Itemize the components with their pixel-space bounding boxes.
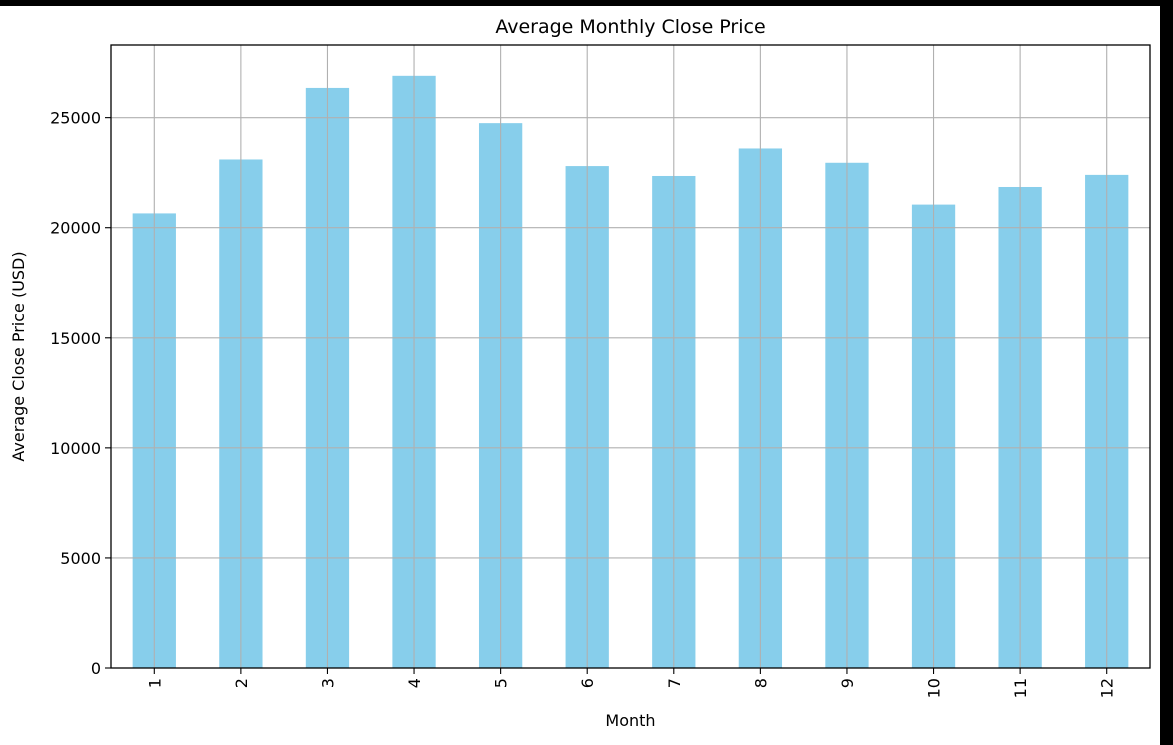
- x-tick-label: 5: [492, 678, 511, 688]
- y-tick-label: 5000: [60, 549, 101, 568]
- plot-area-frame: [110, 44, 1151, 669]
- y-tick-label: 0: [91, 659, 101, 678]
- y-axis-ticks: 0 5000 10000 15000 20000 25000: [50, 109, 111, 678]
- x-tick-label: 12: [1098, 678, 1117, 698]
- y-tick-label: 10000: [50, 439, 101, 458]
- grid-front-layer: [111, 45, 1150, 669]
- x-tick-label: 9: [838, 678, 857, 688]
- x-tick-label: 2: [232, 678, 251, 688]
- chart-panel: 0 5000 10000 15000 20000 25000 1 2 3 4 5 6 7 8 9 10 11 1…: [0, 6, 1160, 745]
- x-tick-label: 10: [925, 678, 944, 698]
- x-tick-label: 7: [665, 678, 684, 688]
- x-axis-ticks: 1 2 3 4 5 6 7 8 9 10 11 12: [145, 668, 1117, 698]
- x-tick-label: 1: [145, 678, 164, 688]
- x-tick-label: 8: [751, 678, 770, 688]
- x-axis-label: Month: [605, 711, 655, 730]
- y-tick-label: 15000: [50, 329, 101, 348]
- bars-layer: [132, 75, 1129, 669]
- chart-title: Average Monthly Close Price: [495, 16, 765, 38]
- x-tick-label: 4: [405, 678, 424, 688]
- x-tick-label: 3: [318, 678, 337, 688]
- x-tick-label: 6: [578, 678, 597, 688]
- x-tick-label: 11: [1011, 678, 1030, 698]
- y-tick-label: 25000: [50, 109, 101, 128]
- y-axis-label: Average Close Price (USD): [9, 251, 28, 461]
- y-tick-label: 20000: [50, 219, 101, 238]
